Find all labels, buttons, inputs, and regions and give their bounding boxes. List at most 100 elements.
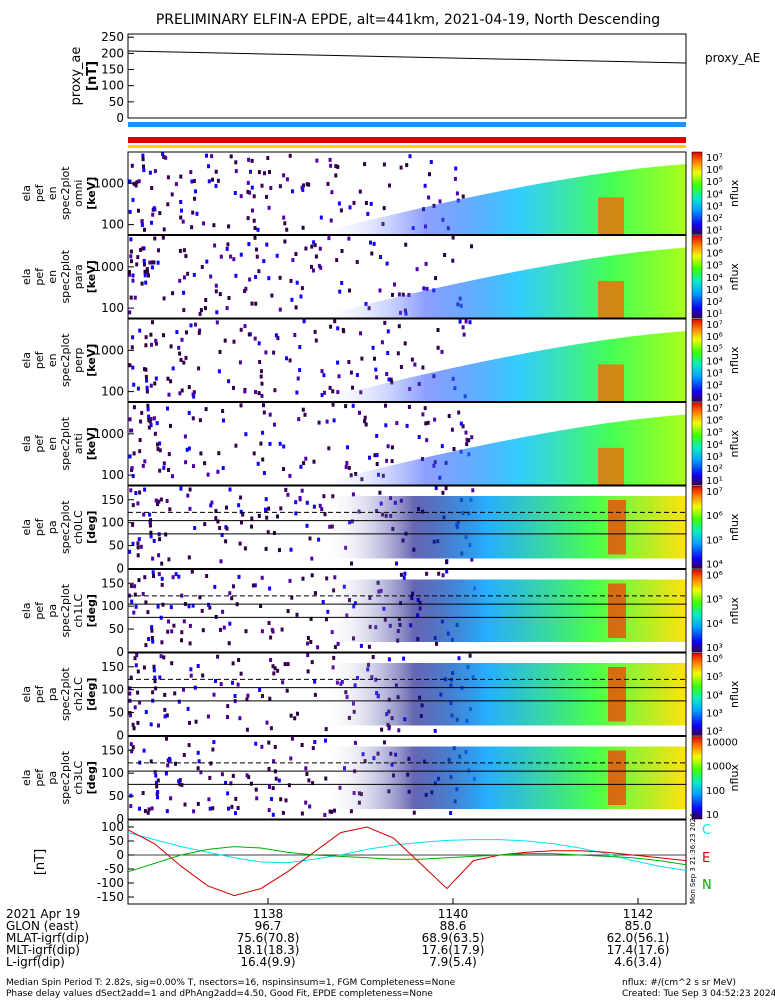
ytick-label: 1000: [93, 260, 124, 274]
flux-pixel: [380, 340, 384, 345]
flux-pixel: [240, 520, 243, 525]
flux-pixel: [267, 766, 271, 771]
colorbar-tick-label: 10⁴: [706, 619, 723, 630]
flux-pixel: [379, 255, 382, 259]
flux-pixel: [145, 389, 149, 394]
flux-pixel: [135, 262, 139, 267]
flux-pixel: [209, 274, 213, 279]
flux-pixel: [239, 495, 243, 500]
flux-pixel: [192, 179, 196, 183]
flux-pixel: [157, 572, 161, 577]
flux-pixel: [214, 516, 218, 521]
panel-frame: [127, 151, 687, 235]
flux-pixel: [219, 627, 222, 632]
flux-pixel: [182, 308, 186, 313]
footer-row-label: MLT-igrf(dip): [6, 943, 80, 957]
flux-pixel: [336, 326, 340, 331]
flux-pixel: [264, 350, 268, 355]
flux-pixel: [323, 390, 326, 395]
flux-pixel: [260, 183, 264, 188]
flux-pixel: [285, 227, 289, 232]
flux-pixel: [451, 235, 455, 240]
flux-pixel: [291, 258, 295, 263]
flux-pixel: [321, 600, 325, 604]
flux-pixel: [180, 630, 184, 635]
footer-note-1: Median Spin Period T: 2.82s, sig=0.00% T…: [6, 978, 456, 988]
colorbar-tick-label: 10⁵: [706, 672, 723, 683]
flux-pixel: [132, 610, 136, 615]
flux-pixel: [162, 154, 166, 159]
flux-pixel: [136, 501, 140, 506]
flux-pixel: [324, 738, 327, 743]
flux-pixel: [135, 653, 139, 658]
panel-ylabel: ela: [20, 185, 33, 202]
flux-pixel: [153, 381, 157, 386]
flux-pixel: [154, 498, 158, 503]
ytick-label: 1000: [93, 176, 124, 190]
flux-pixel: [148, 512, 152, 517]
flux-pixel: [323, 813, 327, 817]
flux-pixel: [440, 444, 444, 449]
creation-stamp-vertical: Mon Sep 3 21:36:23 2024: [689, 813, 697, 904]
flux-pixel: [134, 183, 138, 188]
flux-pixel: [208, 806, 212, 811]
panel-ylabel: [deg]: [85, 761, 98, 794]
flux-pixel: [134, 491, 138, 495]
ytick-label: 0: [116, 562, 124, 576]
flux-pixel: [154, 341, 158, 346]
flux-pixel: [188, 487, 192, 492]
flux-pixel: [345, 461, 349, 465]
flux-pixel: [299, 294, 303, 299]
flux-pixel: [189, 673, 193, 678]
flux-pixel: [163, 707, 167, 712]
legend-e: E: [702, 851, 710, 866]
flux-pixel: [333, 575, 337, 580]
flux-pixel: [429, 160, 433, 164]
flux-pixel: [280, 627, 284, 632]
flux-pixel: [174, 572, 178, 577]
flux-pixel: [206, 472, 210, 477]
flux-pixel: [251, 583, 255, 588]
flux-pixel: [199, 451, 203, 456]
flux-pixel: [162, 296, 166, 301]
flux-pixel: [270, 627, 274, 632]
flux-pixel: [371, 345, 375, 350]
flux-pixel: [319, 265, 323, 270]
flux-pixel: [304, 766, 308, 771]
flux-pixel: [216, 654, 220, 659]
flux-pixel: [229, 781, 233, 786]
panel-ylabel: [deg]: [85, 511, 98, 544]
flux-pixel: [140, 281, 144, 286]
flux-pixel: [158, 448, 162, 453]
flux-pixel: [387, 377, 391, 382]
flux-pixel: [319, 215, 323, 220]
flux-pixel: [140, 222, 144, 227]
flux-pixel: [433, 728, 437, 733]
flux-pixel: [156, 260, 160, 265]
flux-pixel: [152, 574, 155, 578]
flux-pixel: [250, 516, 254, 521]
flux-pixel: [373, 453, 377, 458]
flux-pixel: [129, 295, 133, 300]
flux-pixel: [160, 582, 164, 587]
flux-pixel: [149, 534, 153, 539]
flux-pixel: [129, 742, 133, 747]
flux-pixel: [310, 264, 313, 269]
flux-pixel: [371, 655, 375, 659]
flux-pixel: [305, 500, 309, 505]
flux-pixel: [273, 745, 277, 749]
flux-pixel: [167, 468, 170, 472]
colorbar-tick-label: 10⁷: [706, 404, 723, 415]
flux-pixel: [310, 244, 314, 249]
colorbar-tick-label: 10⁵: [706, 535, 723, 546]
flux-pixel: [263, 171, 266, 176]
flux-band: [312, 164, 686, 235]
flux-pixel: [160, 561, 164, 566]
flux-pixel: [191, 392, 195, 397]
panel-ylabel: spec2plot: [59, 500, 72, 554]
flux-pixel: [152, 664, 156, 669]
flux-pixel: [314, 338, 318, 343]
flux-pixel: [279, 797, 283, 802]
flux-pixel: [180, 783, 184, 787]
flux-pixel: [141, 463, 145, 468]
